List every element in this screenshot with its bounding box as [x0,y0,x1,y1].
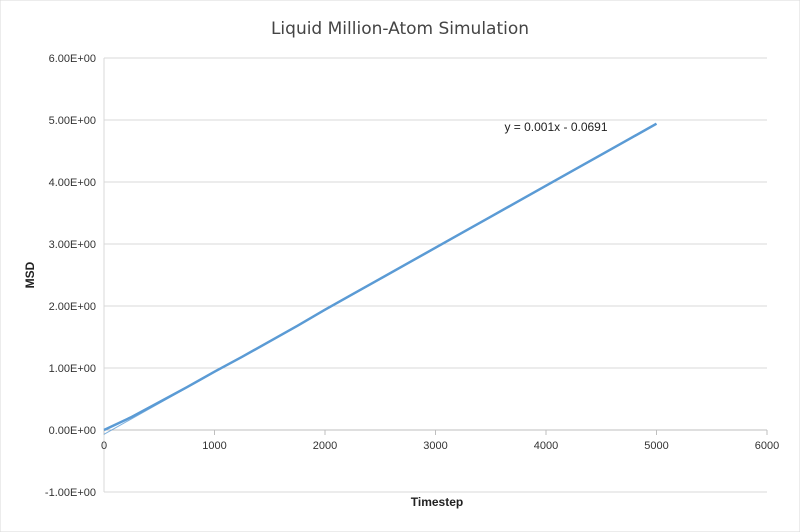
chart-title: Liquid Million-Atom Simulation [271,19,529,39]
x-tick-label: 0 [101,440,107,452]
y-axis-title: MSD [23,261,37,288]
x-tick-label: 2000 [313,440,337,452]
y-tick-label: 4.00E+00 [49,177,96,189]
y-tick-label: 0.00E+00 [49,425,96,437]
y-tick-label: 2.00E+00 [49,301,96,313]
y-tick-label: 3.00E+00 [49,239,96,251]
x-tick-label: 3000 [423,440,447,452]
grid-layer [103,57,767,493]
x-tick-label: 5000 [644,440,668,452]
y-tick-label: 5.00E+00 [49,115,96,127]
series-layer [103,122,658,435]
trendline [103,123,657,435]
y-tick-label: 1.00E+00 [49,363,96,375]
x-tick-label: 6000 [755,440,779,452]
x-tick-label: 4000 [534,440,558,452]
x-tick-label: 1000 [202,440,226,452]
trendline-equation: y = 0.001x - 0.0691 [504,120,607,134]
x-axis-title: Timestep [411,495,463,509]
axis-layer: -1.00E+00 0.00E+00 1.00E+00 2.00E+00 3.00E+0… [45,53,779,499]
y-tick-label: -1.00E+00 [45,487,96,499]
y-tick-label: 6.00E+00 [49,53,96,65]
